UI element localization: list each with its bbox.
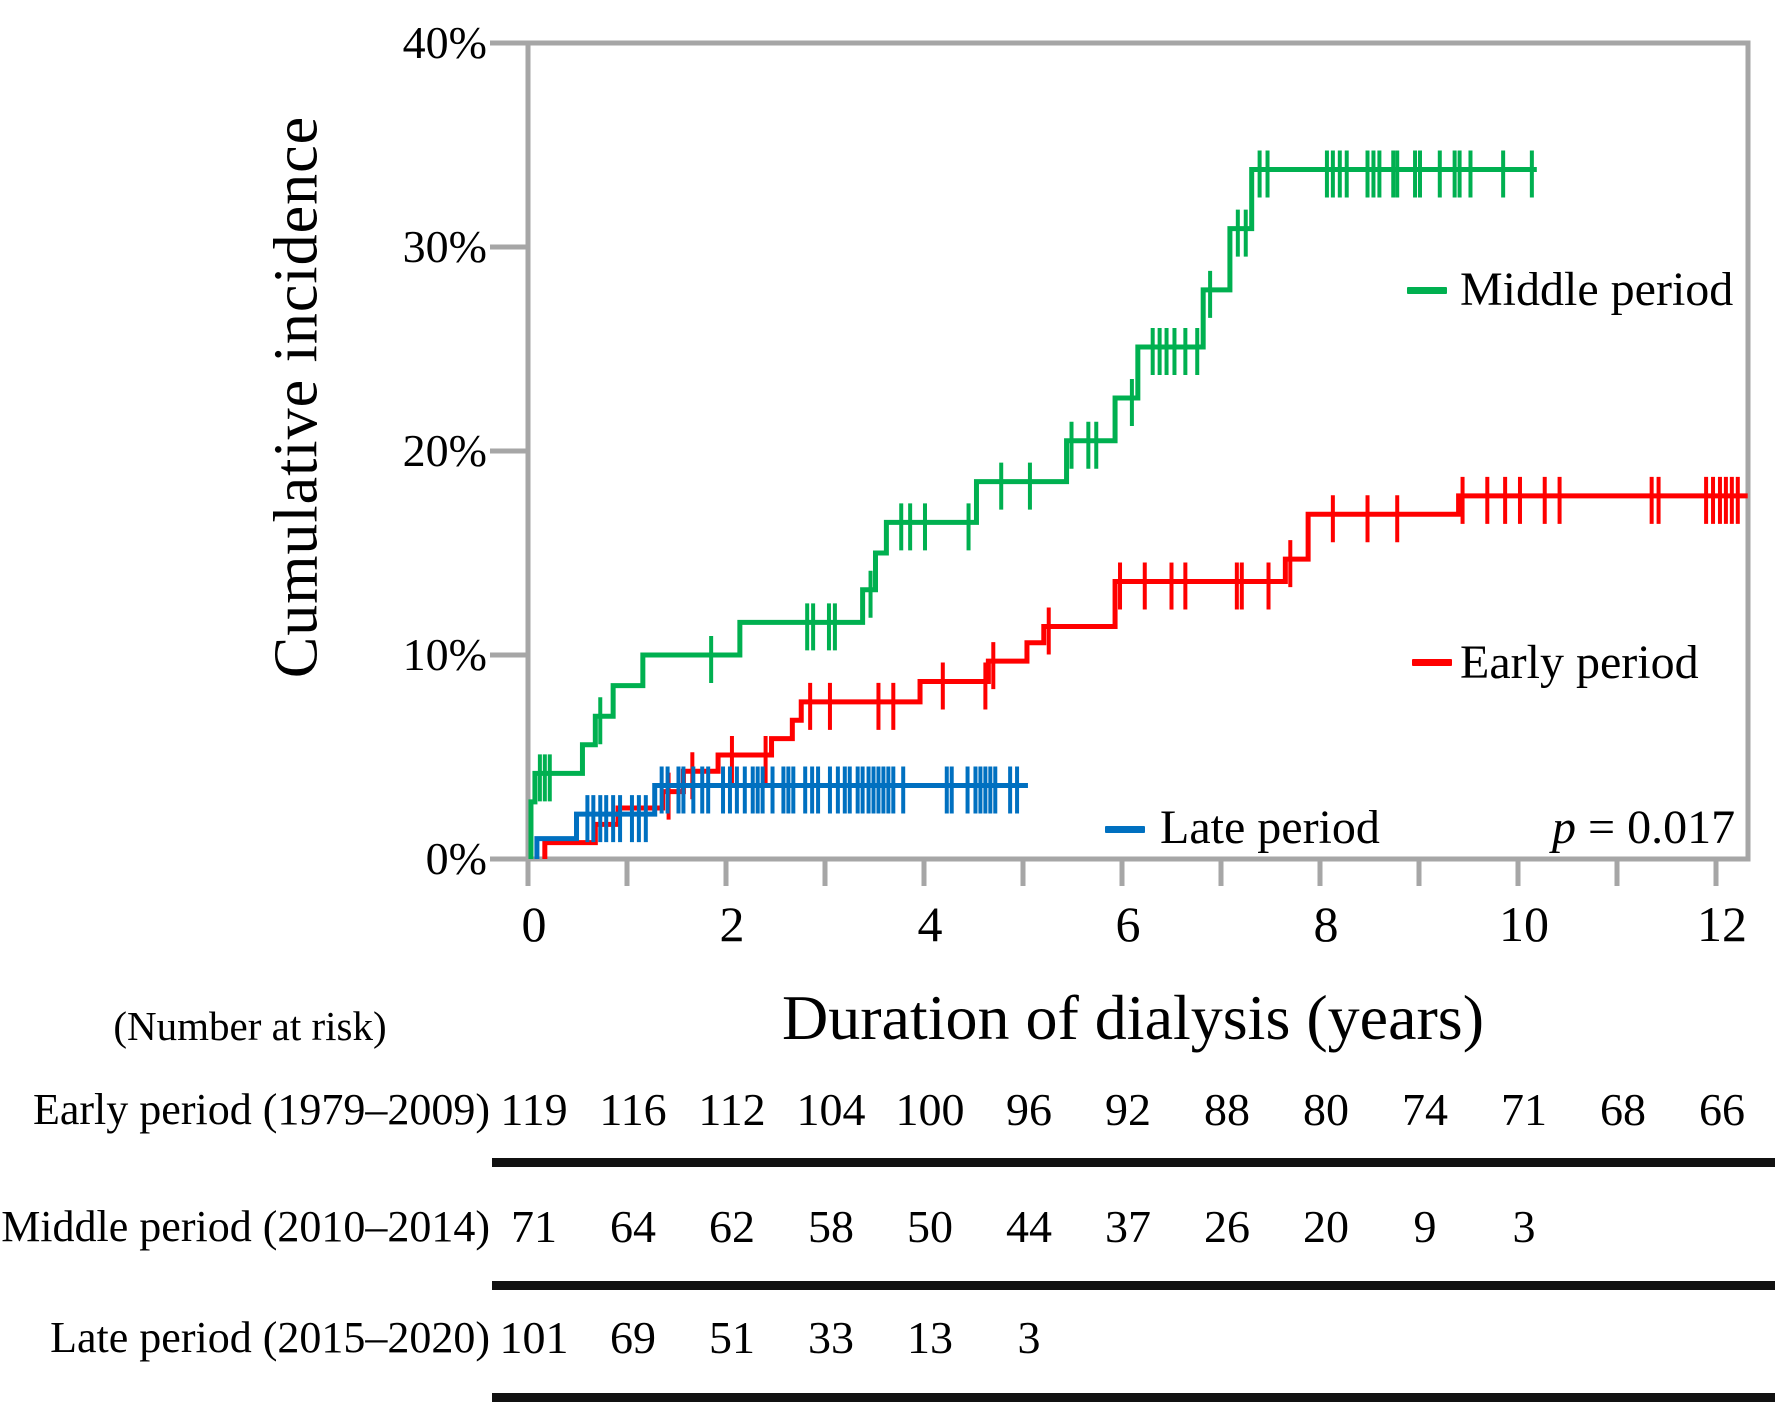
y-axis-title: Cumulative incidence [262, 115, 331, 679]
x-axis-title: Duration of dialysis (years) [781, 982, 1485, 1053]
at-risk-count: 66 [1699, 1084, 1745, 1135]
at-risk-count: 96 [1006, 1084, 1052, 1135]
at-risk-count: 26 [1204, 1201, 1250, 1252]
x-tick-label: 0 [521, 896, 547, 952]
x-tick-label: 4 [917, 896, 943, 952]
at-risk-row-label: Late period (2015–2020) [50, 1313, 490, 1362]
at-risk-count: 50 [907, 1201, 953, 1252]
at-risk-row-divider [492, 1393, 1775, 1402]
at-risk-row-label: Early period (1979–2009) [33, 1085, 490, 1134]
y-tick-label: 40% [402, 17, 487, 68]
at-risk-count: 9 [1413, 1201, 1437, 1252]
at-risk-count: 68 [1600, 1084, 1646, 1135]
at-risk-count: 116 [599, 1084, 667, 1135]
number-at-risk-title: (Number at risk) [113, 1003, 387, 1049]
at-risk-count: 13 [907, 1312, 953, 1363]
at-risk-count: 88 [1204, 1084, 1250, 1135]
x-tick-label: 6 [1115, 896, 1141, 952]
at-risk-count: 58 [808, 1201, 854, 1252]
at-risk-count: 51 [709, 1312, 755, 1363]
y-tick-label: 10% [402, 629, 487, 680]
km-curve-late-period [534, 783, 1028, 859]
p-value-symbol: p [1552, 801, 1576, 854]
at-risk-count: 33 [808, 1312, 854, 1363]
legend-middle-label: Middle period [1460, 263, 1734, 316]
at-risk-count: 101 [499, 1312, 569, 1363]
at-risk-count: 69 [610, 1312, 656, 1363]
legend-middle-dash-icon [1407, 287, 1447, 294]
at-risk-count: 92 [1105, 1084, 1151, 1135]
y-tick-label: 30% [402, 221, 487, 272]
at-risk-count: 71 [1501, 1084, 1547, 1135]
at-risk-count: 74 [1402, 1084, 1448, 1135]
at-risk-count: 3 [1017, 1312, 1041, 1363]
legend-early-dash-icon [1412, 659, 1452, 666]
at-risk-row-divider [492, 1281, 1775, 1290]
at-risk-count: 62 [709, 1201, 755, 1252]
legend-late-label: Late period [1160, 801, 1380, 854]
p-value: p = 0.017 [1552, 800, 1735, 856]
at-risk-count: 37 [1105, 1201, 1151, 1252]
km-curve-middle-period [528, 166, 1537, 859]
legend-late-dash-icon [1105, 826, 1145, 833]
plot-border [525, 40, 1751, 862]
p-value-number: = 0.017 [1576, 801, 1736, 854]
x-tick-label: 12 [1697, 896, 1747, 952]
legend-early-label: Early period [1460, 636, 1699, 689]
at-risk-count: 119 [500, 1084, 568, 1135]
at-risk-row-label: Middle period (2010–2014) [1, 1202, 490, 1251]
x-tick-label: 8 [1313, 896, 1339, 952]
y-tick-label: 0% [425, 833, 487, 884]
at-risk-count: 80 [1303, 1084, 1349, 1135]
at-risk-count: 112 [698, 1084, 766, 1135]
at-risk-row-divider [492, 1158, 1775, 1167]
at-risk-count: 20 [1303, 1201, 1349, 1252]
x-tick-label: 2 [719, 896, 745, 952]
y-tick-label: 20% [402, 425, 487, 476]
at-risk-count: 44 [1006, 1201, 1052, 1252]
at-risk-count: 64 [610, 1201, 656, 1252]
at-risk-count: 104 [796, 1084, 866, 1135]
at-risk-count: 100 [895, 1084, 965, 1135]
at-risk-count: 3 [1512, 1201, 1536, 1252]
x-tick-label: 10 [1499, 896, 1549, 952]
at-risk-count: 71 [511, 1201, 557, 1252]
